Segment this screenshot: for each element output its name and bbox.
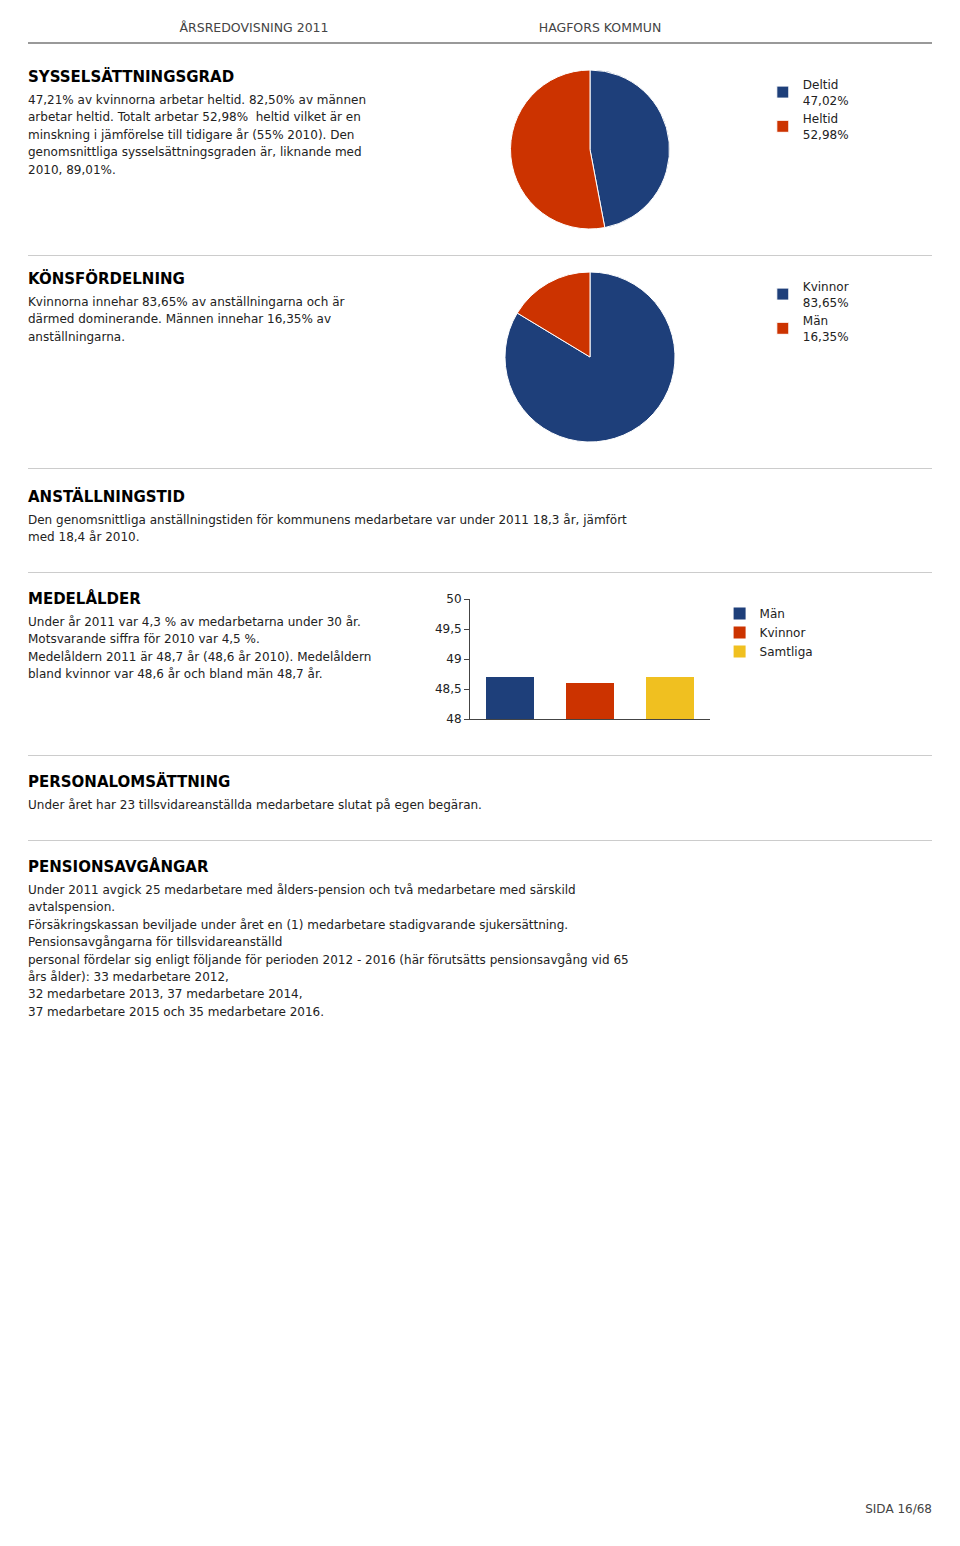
svg-text:50: 50 — [446, 592, 461, 606]
html-text:PERSONALOMSÄTTNING: PERSONALOMSÄTTNING — [28, 773, 231, 791]
html-text:HAGFORS KOMMUN: HAGFORS KOMMUN — [538, 20, 662, 35]
html-text:Under 2011 avgick 25 medarbeta: Under 2011 avgick 25 medarbetare med åld… — [28, 883, 629, 1019]
svg-text:Deltid47,02%: Deltid47,02% — [803, 78, 849, 108]
svg-text:Män16,35%: Män16,35% — [803, 314, 849, 344]
html-text:MEDELÅLDER: MEDELÅLDER — [28, 590, 141, 608]
svg-text:Kvinnor83,65%: Kvinnor83,65% — [803, 280, 849, 310]
svg-text:49,5: 49,5 — [435, 622, 462, 636]
html-text:47,21% av kvinnorna arbetar he: 47,21% av kvinnorna arbetar heltid. 82,5… — [28, 93, 367, 177]
svg-text:Män: Män — [760, 607, 785, 621]
html-text:Kvinnorna innehar 83,65% av an: Kvinnorna innehar 83,65% av anställninga… — [28, 295, 345, 344]
svg-text:Samtliga: Samtliga — [760, 645, 813, 659]
html-text:SIDA 16/68: SIDA 16/68 — [865, 1502, 932, 1516]
html-text:KÖNSFÖRDELNING: KÖNSFÖRDELNING — [28, 270, 185, 288]
svg-text:48,5: 48,5 — [435, 682, 462, 696]
svg-text:Kvinnor: Kvinnor — [760, 626, 806, 640]
html-text:PENSIONSAVGÅNGAR: PENSIONSAVGÅNGAR — [28, 858, 209, 876]
html-text:SYSSELSÄTTNINGSGRAD: SYSSELSÄTTNINGSGRAD — [28, 68, 235, 86]
svg-text:Heltid52,98%: Heltid52,98% — [803, 112, 849, 142]
html-text:Under år 2011 var 4,3 % av med: Under år 2011 var 4,3 % av medarbetarna … — [28, 615, 372, 682]
html-text:ÅRSREDOVISNING 2011: ÅRSREDOVISNING 2011 — [179, 20, 329, 35]
svg-text:48: 48 — [446, 712, 461, 726]
html-text:Under året har 23 tillsvidarea: Under året har 23 tillsvidareanställda m… — [28, 798, 482, 812]
html-text:Den genomsnittliga anställning: Den genomsnittliga anställningstiden för… — [28, 513, 627, 545]
html-text:ANSTÄLLNINGSTID: ANSTÄLLNINGSTID — [28, 488, 185, 506]
svg-text:49: 49 — [446, 652, 461, 666]
